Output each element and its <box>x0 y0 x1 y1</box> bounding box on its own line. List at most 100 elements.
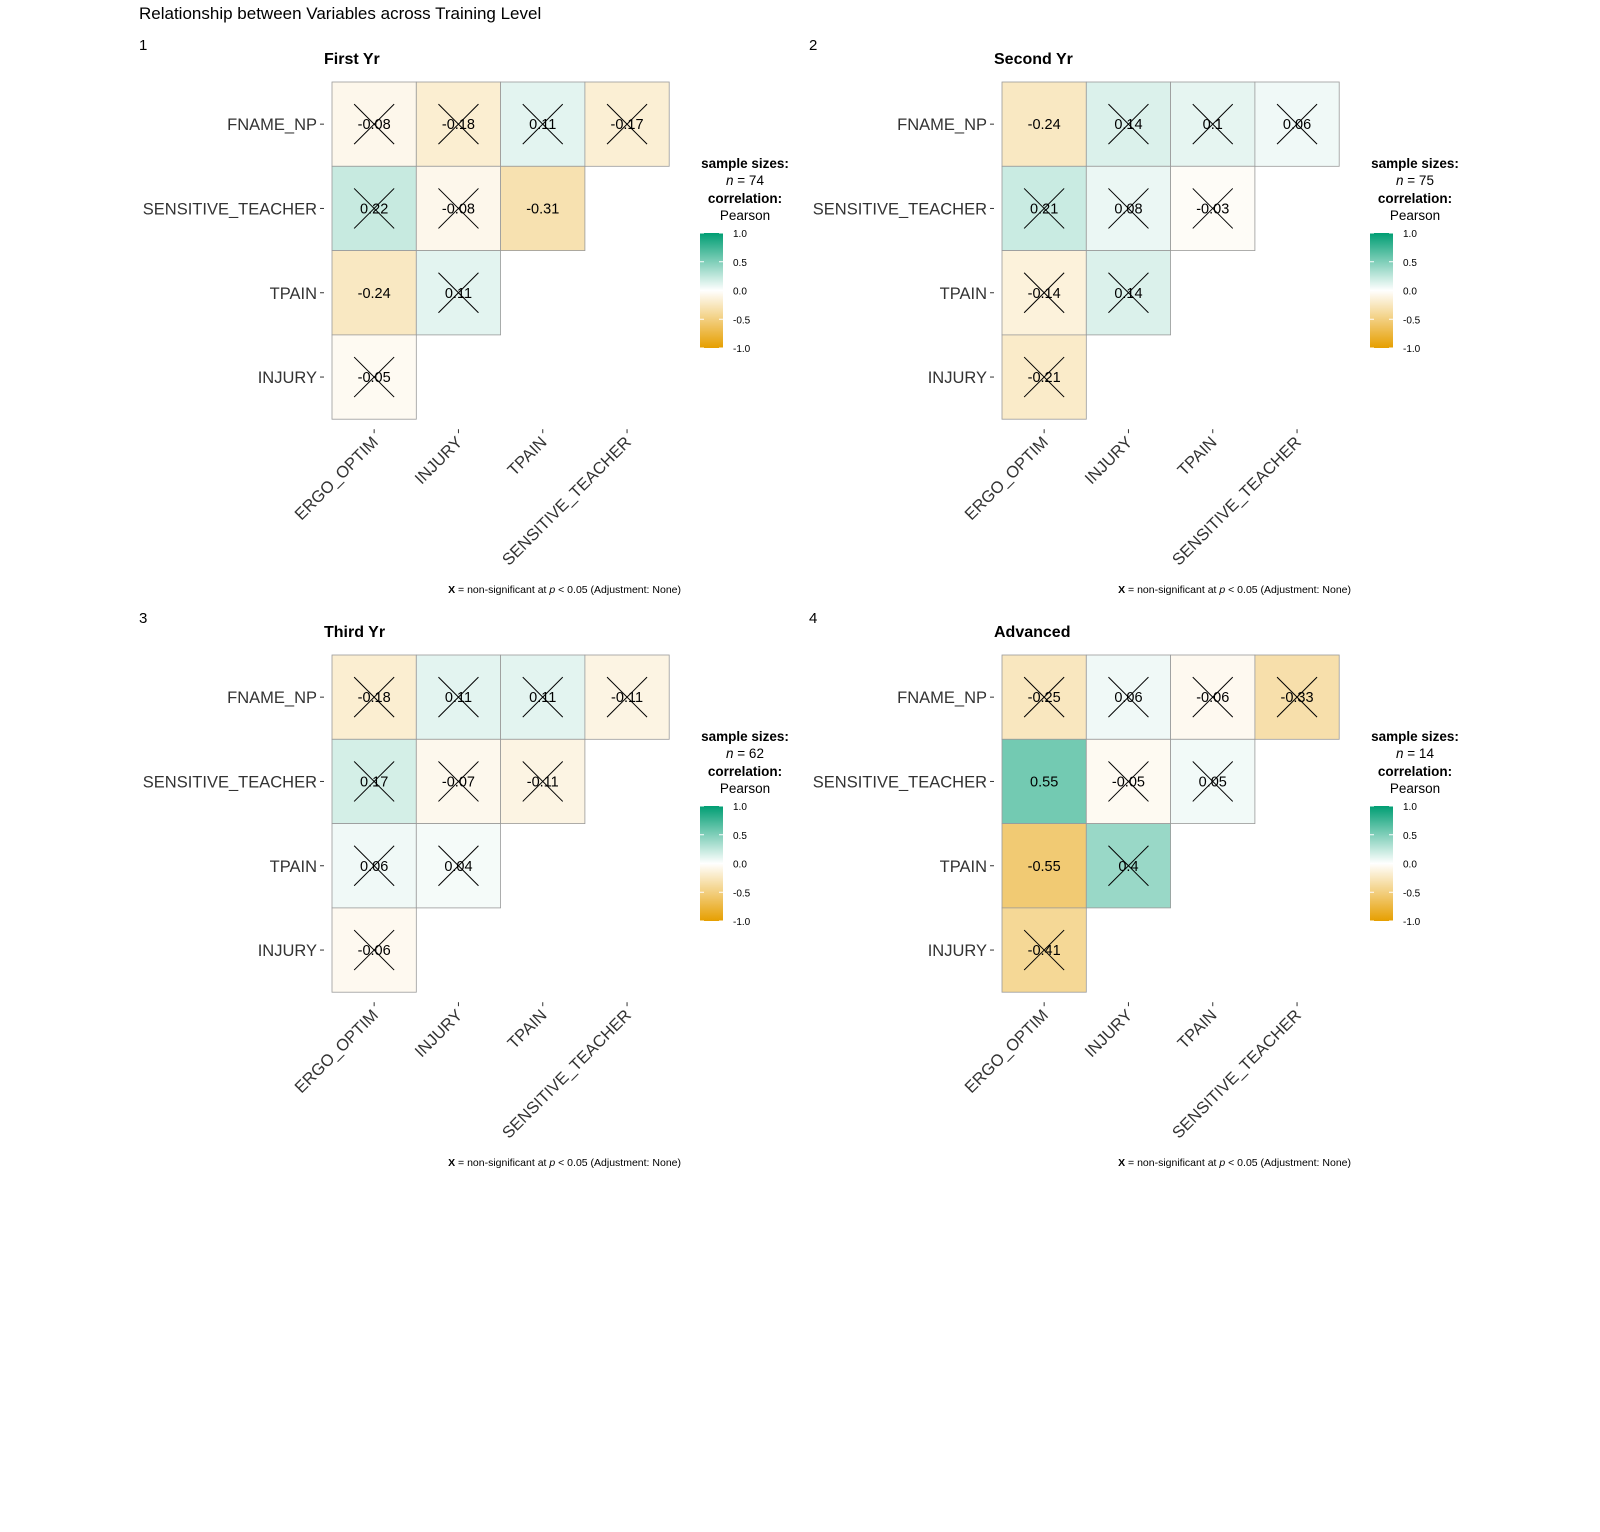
cell-injury-ergo-optim: -0.05 <box>331 334 417 420</box>
cell-value-label: 0.14 <box>1114 286 1142 302</box>
nonsig-cross-line <box>438 272 479 314</box>
cell-value-label: -0.05 <box>1112 774 1145 790</box>
cell-tpain-ergo-optim: -0.55 <box>1001 823 1087 909</box>
x-tick-label: INJURY <box>412 1006 467 1061</box>
cell-fname-np-sensitive-teacher: -0.33 <box>1254 654 1340 740</box>
y-tick-label: FNAME_NP <box>227 689 317 707</box>
cell-value-label: -0.17 <box>611 117 644 133</box>
cell-value-label: -0.24 <box>358 286 391 302</box>
cell-value-label: 0.06 <box>1283 117 1311 133</box>
legend-n-symbol: n <box>1396 173 1404 188</box>
legend-tick-label: -1.0 <box>1403 344 1421 355</box>
caption-mark: X <box>448 1157 455 1169</box>
cell-value-label: -0.07 <box>442 774 475 790</box>
nonsig-cross-line <box>522 761 564 802</box>
caption-p-symbol: p <box>548 584 555 596</box>
cell-sensitive-teacher-tpain: -0.03 <box>1170 165 1256 252</box>
cell-value-label: -0.21 <box>1028 370 1061 386</box>
cell-value-label: -0.14 <box>1028 286 1061 302</box>
panel-3: 3 Third Yr -0.18 0.11 0.11 -0.11 0.17 -0.07 -0.1… <box>139 610 789 1169</box>
cell-sensitive-teacher-injury: -0.08 <box>415 165 501 252</box>
cell-tile <box>500 165 586 252</box>
cell-sensitive-teacher-tpain: -0.11 <box>500 738 586 825</box>
cell-tpain-ergo-optim: -0.24 <box>331 250 417 336</box>
nonsig-cross-line <box>438 845 479 887</box>
y-tick-label: INJURY <box>258 369 317 387</box>
y-tick-label: SENSITIVE_TEACHER <box>143 200 317 218</box>
nonsig-cross-line <box>353 188 395 229</box>
cell-injury-ergo-optim: -0.41 <box>1001 907 1087 993</box>
panel-title: Advanced <box>994 624 1070 641</box>
legend-n-value: = 14 <box>1404 746 1435 761</box>
cell-tile <box>1001 823 1087 909</box>
legend-sample-sizes-heading: sample sizes: <box>701 156 789 171</box>
nonsig-cross-line <box>522 103 564 145</box>
cell-value-label: 0.17 <box>360 774 388 790</box>
nonsig-cross-line <box>1108 845 1149 887</box>
x-tick-label: ERGO_OPTIM <box>961 433 1052 524</box>
x-tick-label: TPAIN <box>1174 433 1220 479</box>
x-tick-label: INJURY <box>1082 1006 1137 1061</box>
legend-sample-size: n = 74 <box>726 173 764 188</box>
legend-tick-label: 0.0 <box>733 860 747 871</box>
nonsig-cross-line <box>353 845 395 887</box>
caption-text: < 0.05 (Adjustment: None) <box>555 1157 681 1169</box>
panel-caption: X = non-significant at p < 0.05 (Adjustm… <box>1118 584 1351 596</box>
legend-tick-label: 1.0 <box>1403 802 1417 813</box>
cell-fname-np-ergo-optim: -0.08 <box>331 81 417 167</box>
cell-value-label: -0.18 <box>442 117 475 133</box>
legend-sample-sizes-heading: sample sizes: <box>1371 156 1459 171</box>
cell-sensitive-teacher-tpain: -0.31 <box>500 165 586 252</box>
nonsig-cross-line <box>438 761 479 802</box>
y-tick-label: INJURY <box>928 942 987 960</box>
y-tick-label: SENSITIVE_TEACHER <box>813 773 987 791</box>
cell-value-label: -0.41 <box>1028 943 1061 959</box>
legend-correlation-heading: correlation: <box>708 764 782 779</box>
nonsig-cross-line <box>1192 761 1234 802</box>
caption-text: < 0.05 (Adjustment: None) <box>555 584 681 596</box>
legend-sample-sizes-heading: sample sizes: <box>1371 729 1459 744</box>
legend-n-symbol: n <box>1396 746 1404 761</box>
nonsig-cross-line <box>438 188 479 229</box>
legend-sample-sizes-heading: sample sizes: <box>701 729 789 744</box>
x-tick-label: TPAIN <box>504 1006 550 1052</box>
legend-tick-label: 0.0 <box>1403 287 1417 298</box>
x-tick-label: ERGO_OPTIM <box>291 433 382 524</box>
nonsig-cross-line <box>1108 676 1149 718</box>
y-tick-label: TPAIN <box>270 285 317 303</box>
x-tick-label: ERGO_OPTIM <box>961 1006 1052 1097</box>
caption-mark: X <box>448 584 455 596</box>
legend-tick-label: -1.0 <box>733 917 751 928</box>
cell-fname-np-tpain: 0.11 <box>500 81 586 167</box>
nonsig-cross-line <box>1108 188 1149 229</box>
y-tick-label: TPAIN <box>270 858 317 876</box>
legend-n-value: = 75 <box>1404 173 1434 188</box>
panel-2: 2 Second Yr -0.24 0.14 0.1 0.06 0.21 0.08 -0.03 -… <box>809 37 1459 596</box>
cell-tile <box>331 250 417 336</box>
legend-correlation-heading: correlation: <box>708 191 782 206</box>
y-tick-label: INJURY <box>928 369 987 387</box>
legend-color-bar <box>1370 233 1393 348</box>
nonsig-cross-line <box>1276 103 1318 145</box>
nonsig-cross-line <box>1108 761 1149 802</box>
legend-tick-label: 0.5 <box>1403 258 1417 269</box>
cell-sensitive-teacher-ergo-optim: 0.22 <box>331 165 417 252</box>
legend-n-value: = 74 <box>734 173 765 188</box>
nonsig-cross-line <box>1108 103 1149 145</box>
cell-fname-np-sensitive-teacher: -0.17 <box>584 81 670 167</box>
legend-n-value: = 62 <box>734 746 764 761</box>
legend-correlation-method: Pearson <box>720 781 770 796</box>
panel-caption: X = non-significant at p < 0.05 (Adjustm… <box>448 1157 681 1169</box>
legend-color-bar <box>700 806 723 921</box>
legend-tick-label: 1.0 <box>733 802 747 813</box>
panel-1: 1 First Yr -0.08 -0.18 0.11 -0.17 0.22 -0.08 -0.… <box>139 37 789 596</box>
cell-tile <box>1001 81 1087 167</box>
cell-value-label: 0.05 <box>1199 774 1227 790</box>
nonsig-cross-line <box>353 761 395 802</box>
panel-title: Third Yr <box>324 624 385 641</box>
x-tick-label: TPAIN <box>1174 1006 1220 1052</box>
caption-text: = non-significant at <box>455 584 549 596</box>
legend-correlation-heading: correlation: <box>1378 764 1452 779</box>
cell-value-label: 0.04 <box>444 859 472 875</box>
